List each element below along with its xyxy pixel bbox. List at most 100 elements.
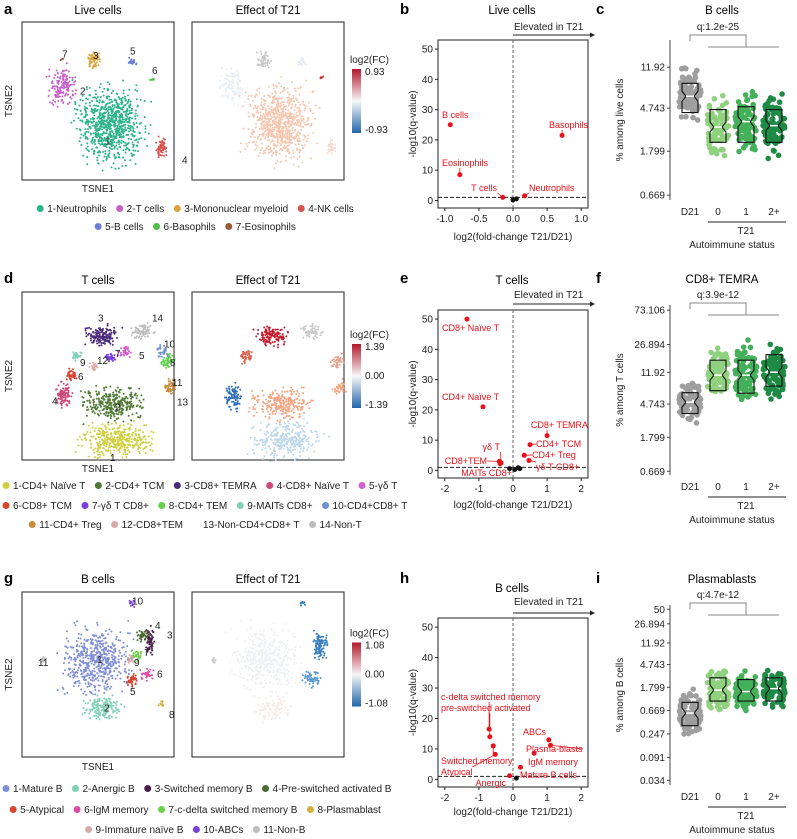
cell-point <box>266 55 269 58</box>
cell-point <box>82 653 85 656</box>
cell-point <box>273 447 276 450</box>
cell-point <box>298 392 301 395</box>
cell-point <box>305 105 308 108</box>
legend-item: 3-CD8+ TEMRA <box>173 481 257 492</box>
legend-item: 1-CD4+ Naïve T <box>2 481 85 492</box>
cell-point <box>86 685 89 688</box>
cell-point <box>314 104 317 107</box>
cell-point <box>100 344 103 347</box>
cell-point <box>308 407 311 410</box>
cell-point <box>272 112 275 115</box>
cell-point <box>137 332 140 335</box>
cell-point <box>328 150 331 153</box>
cell-point <box>92 59 95 62</box>
cell-point <box>122 424 125 427</box>
cell-point <box>65 403 68 406</box>
cell-point <box>65 69 68 72</box>
cell-point <box>115 635 118 638</box>
cell-point <box>89 678 92 681</box>
cell-point <box>330 148 333 151</box>
cell-point <box>263 116 266 119</box>
cell-point <box>274 84 277 87</box>
cell-point <box>71 368 74 371</box>
cell-point <box>62 661 65 664</box>
cell-point <box>92 693 95 696</box>
cell-point <box>292 115 295 118</box>
cell-point <box>64 387 67 390</box>
cell-point <box>265 437 268 440</box>
legend-label: 11-CD4+ Treg <box>39 520 101 531</box>
colorbar <box>352 344 361 408</box>
cell-point <box>278 148 281 151</box>
cell-point <box>147 441 150 444</box>
cell-point <box>130 133 133 136</box>
cell-point <box>292 155 295 158</box>
cell-point <box>284 155 287 158</box>
cell-point <box>113 329 116 332</box>
cell-point <box>80 113 83 116</box>
cell-point <box>105 156 108 159</box>
cell-point <box>106 401 109 404</box>
cell-point <box>89 337 92 340</box>
legend-swatch <box>358 482 366 489</box>
cell-point <box>307 457 310 460</box>
cell-point <box>264 127 267 130</box>
cell-point <box>101 679 104 682</box>
cell-point <box>88 401 91 404</box>
cell-point <box>273 336 276 339</box>
cell-point <box>287 99 290 102</box>
legend-swatch <box>116 205 124 212</box>
cell-point <box>92 658 95 661</box>
cell-point <box>286 101 289 104</box>
cell-point <box>144 326 147 329</box>
cell-point <box>91 426 94 429</box>
cell-point <box>86 430 89 433</box>
cell-point <box>262 410 265 413</box>
cell-point <box>69 645 72 648</box>
cell-point <box>103 433 106 436</box>
cell-point <box>285 335 288 338</box>
cell-point <box>109 417 112 420</box>
cell-point <box>236 73 239 76</box>
cell-point <box>94 62 97 65</box>
cell-point <box>88 685 91 688</box>
cell-point <box>140 394 143 397</box>
cell-point <box>93 647 96 650</box>
cell-point <box>124 126 127 129</box>
cell-point <box>245 356 248 359</box>
cell-point <box>302 100 305 103</box>
cell-point <box>262 394 265 397</box>
cell-point <box>72 685 75 688</box>
cell-point <box>117 130 120 133</box>
cell-point <box>257 154 260 157</box>
cell-point <box>109 142 112 145</box>
cell-point <box>263 330 266 333</box>
cell-point <box>113 137 116 140</box>
cell-point <box>239 150 242 153</box>
cell-point <box>287 451 290 454</box>
cell-point <box>268 416 271 419</box>
cell-point <box>172 359 175 362</box>
cell-point <box>99 656 102 659</box>
cell-point <box>297 124 300 127</box>
cell-point <box>111 90 114 93</box>
cell-point <box>82 401 85 404</box>
cell-point <box>286 390 289 393</box>
cell-point <box>100 664 103 667</box>
cell-point <box>62 672 65 675</box>
cell-point <box>65 391 68 394</box>
cell-point <box>286 420 289 423</box>
cell-point <box>264 442 267 445</box>
cell-point <box>266 424 269 427</box>
cell-point <box>274 162 277 165</box>
cell-point <box>86 163 89 166</box>
cell-point <box>78 645 81 648</box>
cell-point <box>288 438 291 441</box>
legend-item: 2-CD4+ TCM <box>94 481 164 492</box>
cell-point <box>127 124 130 127</box>
cell-point <box>116 427 119 430</box>
cell-point <box>233 403 236 406</box>
cell-point <box>97 105 100 108</box>
cell-point <box>261 448 264 451</box>
cell-point <box>94 93 97 96</box>
